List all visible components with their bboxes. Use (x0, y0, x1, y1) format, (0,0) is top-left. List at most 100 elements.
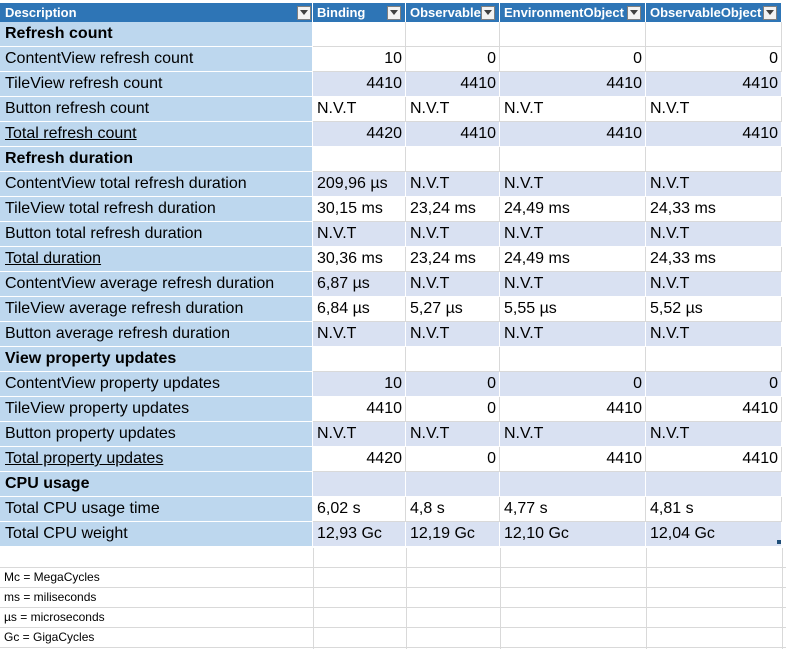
row-label-cell[interactable]: Refresh duration (0, 147, 313, 172)
value-cell[interactable]: 0 (500, 372, 646, 397)
value-cell[interactable] (646, 347, 782, 372)
header-description[interactable]: Description (0, 3, 313, 22)
value-cell[interactable]: 30,36 ms (313, 247, 406, 272)
value-cell[interactable] (646, 22, 782, 47)
value-cell[interactable] (500, 472, 646, 497)
value-cell[interactable]: 4410 (646, 72, 782, 97)
filter-dropdown-icon[interactable] (627, 5, 641, 20)
value-cell[interactable]: 4420 (313, 122, 406, 147)
value-cell[interactable] (500, 147, 646, 172)
value-cell[interactable]: N.V.T (406, 272, 500, 297)
value-cell[interactable]: N.V.T (500, 222, 646, 247)
value-cell[interactable]: 4,81 s (646, 497, 782, 522)
value-cell[interactable]: 4410 (313, 397, 406, 422)
value-cell[interactable] (313, 347, 406, 372)
header-observable-object[interactable]: ObservableObject (646, 3, 782, 22)
value-cell[interactable]: N.V.T (646, 172, 782, 197)
value-cell[interactable]: 4410 (500, 397, 646, 422)
value-cell[interactable]: 24,49 ms (500, 197, 646, 222)
value-cell[interactable] (313, 22, 406, 47)
row-label-cell[interactable]: Total refresh count (0, 122, 313, 147)
value-cell[interactable]: N.V.T (500, 172, 646, 197)
value-cell[interactable] (646, 472, 782, 497)
row-label-cell[interactable]: ContentView property updates (0, 372, 313, 397)
value-cell[interactable]: N.V.T (646, 422, 782, 447)
header-observable[interactable]: Observable (406, 3, 500, 22)
value-cell[interactable]: 4410 (646, 122, 782, 147)
filter-dropdown-icon[interactable] (763, 5, 777, 20)
value-cell[interactable]: 4,77 s (500, 497, 646, 522)
value-cell[interactable]: 5,27 µs (406, 297, 500, 322)
row-label-cell[interactable]: TileView average refresh duration (0, 297, 313, 322)
row-label-cell[interactable]: ContentView total refresh duration (0, 172, 313, 197)
value-cell[interactable]: 4410 (500, 447, 646, 472)
value-cell[interactable]: 12,10 Gc (500, 522, 646, 547)
row-label-cell[interactable]: Total duration (0, 247, 313, 272)
value-cell[interactable]: 0 (500, 47, 646, 72)
value-cell[interactable]: 6,87 µs (313, 272, 406, 297)
row-label-cell[interactable]: Total CPU usage time (0, 497, 313, 522)
value-cell[interactable]: N.V.T (313, 322, 406, 347)
value-cell[interactable]: N.V.T (500, 322, 646, 347)
value-cell[interactable]: N.V.T (646, 272, 782, 297)
value-cell[interactable]: 5,55 µs (500, 297, 646, 322)
filter-dropdown-icon[interactable] (387, 5, 401, 20)
value-cell[interactable] (406, 347, 500, 372)
value-cell[interactable]: 10 (313, 372, 406, 397)
value-cell[interactable]: 24,33 ms (646, 247, 782, 272)
row-label-cell[interactable]: Button average refresh duration (0, 322, 313, 347)
header-environment-object[interactable]: EnvironmentObject (500, 3, 646, 22)
value-cell[interactable]: 4410 (500, 122, 646, 147)
value-cell[interactable]: N.V.T (406, 222, 500, 247)
value-cell[interactable]: 10 (313, 47, 406, 72)
value-cell[interactable]: N.V.T (313, 422, 406, 447)
value-cell[interactable]: N.V.T (500, 272, 646, 297)
value-cell[interactable] (406, 22, 500, 47)
value-cell[interactable]: 0 (406, 47, 500, 72)
value-cell[interactable]: N.V.T (406, 97, 500, 122)
row-label-cell[interactable]: TileView property updates (0, 397, 313, 422)
table-resize-handle[interactable] (777, 540, 781, 544)
value-cell[interactable]: N.V.T (646, 222, 782, 247)
value-cell[interactable]: 0 (646, 372, 782, 397)
value-cell[interactable]: N.V.T (313, 97, 406, 122)
value-cell[interactable]: N.V.T (646, 322, 782, 347)
value-cell[interactable] (500, 347, 646, 372)
row-label-cell[interactable]: ContentView refresh count (0, 47, 313, 72)
value-cell[interactable]: 209,96 µs (313, 172, 406, 197)
value-cell[interactable] (313, 147, 406, 172)
value-cell[interactable]: N.V.T (406, 172, 500, 197)
header-binding[interactable]: Binding (313, 3, 406, 22)
value-cell[interactable]: N.V.T (406, 422, 500, 447)
value-cell[interactable]: 0 (406, 372, 500, 397)
value-cell[interactable]: 4410 (406, 72, 500, 97)
value-cell[interactable]: 12,04 Gc (646, 522, 782, 547)
value-cell[interactable]: N.V.T (313, 222, 406, 247)
value-cell[interactable]: 24,49 ms (500, 247, 646, 272)
value-cell[interactable]: 4,8 s (406, 497, 500, 522)
value-cell[interactable]: 24,33 ms (646, 197, 782, 222)
value-cell[interactable]: 4410 (646, 447, 782, 472)
value-cell[interactable]: 30,15 ms (313, 197, 406, 222)
value-cell[interactable]: 4410 (313, 72, 406, 97)
value-cell[interactable] (313, 472, 406, 497)
value-cell[interactable]: N.V.T (646, 97, 782, 122)
value-cell[interactable]: 0 (406, 447, 500, 472)
row-label-cell[interactable]: Button total refresh duration (0, 222, 313, 247)
row-label-cell[interactable]: Total property updates (0, 447, 313, 472)
row-label-cell[interactable]: TileView refresh count (0, 72, 313, 97)
row-label-cell[interactable]: CPU usage (0, 472, 313, 497)
value-cell[interactable]: 0 (406, 397, 500, 422)
value-cell[interactable]: 23,24 ms (406, 197, 500, 222)
value-cell[interactable]: 0 (646, 47, 782, 72)
row-label-cell[interactable]: Button property updates (0, 422, 313, 447)
value-cell[interactable] (646, 147, 782, 172)
row-label-cell[interactable]: Button refresh count (0, 97, 313, 122)
value-cell[interactable]: 4420 (313, 447, 406, 472)
value-cell[interactable] (500, 22, 646, 47)
row-label-cell[interactable]: ContentView average refresh duration (0, 272, 313, 297)
value-cell[interactable]: 4410 (646, 397, 782, 422)
value-cell[interactable]: 12,93 Gc (313, 522, 406, 547)
value-cell[interactable]: N.V.T (500, 422, 646, 447)
value-cell[interactable]: 4410 (406, 122, 500, 147)
